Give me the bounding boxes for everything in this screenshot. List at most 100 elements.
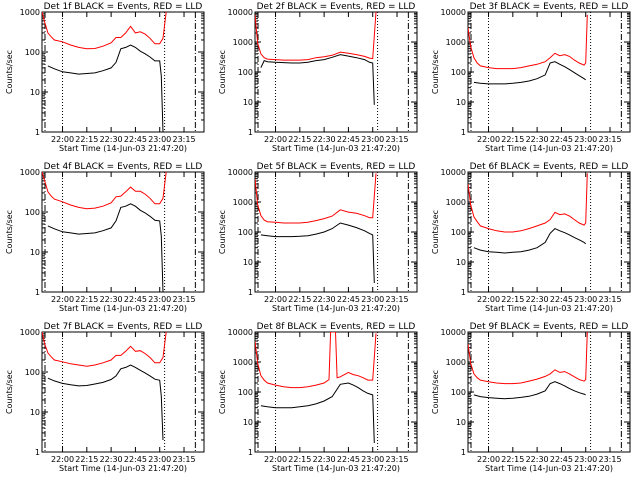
y-axis-label: Counts/sec (5, 50, 14, 94)
detector-panel: Det 4f BLACK = Events, RED = LLD 1 10 100 10… (5, 162, 205, 313)
x-tick-label: 22:45 (124, 135, 147, 144)
events-series-line (260, 222, 375, 284)
x-tick-label: 23:00 (574, 455, 597, 464)
x-tick-label: 22:00 (51, 455, 74, 464)
y-tick-label: 100 (451, 388, 466, 397)
x-tick-label: 22:00 (51, 295, 74, 304)
events-series-line (473, 381, 586, 400)
y-tick-label: 1000 (20, 328, 40, 337)
x-tick-label: 23:00 (574, 135, 597, 144)
y-axis-label: Counts/sec (5, 370, 14, 414)
events-series-line (47, 364, 164, 441)
panel-title: Det 2f BLACK = Events, RED = LLD (257, 2, 416, 12)
lld-series-line (42, 332, 167, 367)
x-tick-label: 23:00 (148, 455, 171, 464)
y-tick-label: 1000 (20, 168, 40, 177)
detector-panel: Det 2f BLACK = Events, RED = LLD 1 10 100 10… (218, 2, 418, 153)
x-tick-label: 22:45 (124, 295, 147, 304)
lld-series-line (255, 332, 377, 389)
x-tick-label: 22:30 (526, 135, 549, 144)
x-tick-label: 22:45 (550, 455, 573, 464)
y-tick-label: 1 (35, 128, 40, 137)
x-tick-label: 22:00 (477, 135, 500, 144)
plot-frame (41, 331, 205, 453)
x-tick-label: 22:45 (550, 295, 573, 304)
x-tick-label: 23:00 (361, 295, 384, 304)
y-tick-label: 1000 (233, 38, 253, 47)
y-axis-label: Counts/sec (431, 370, 440, 414)
y-tick-label: 1 (35, 448, 40, 457)
x-tick-label: 22:15 (501, 295, 524, 304)
y-tick-label: 10 (30, 248, 40, 257)
x-tick-label: 22:30 (100, 135, 123, 144)
x-tick-label: 22:45 (337, 295, 360, 304)
y-tick-label: 1000 (233, 198, 253, 207)
y-axis-label: Counts/sec (218, 370, 227, 414)
x-tick-label: 23:15 (385, 295, 408, 304)
plot-frame (41, 171, 205, 293)
detector-panel: Det 8f BLACK = Events, RED = LLD 1 10 100 10… (218, 322, 418, 473)
y-tick-label: 100 (25, 208, 40, 217)
x-axis-label: Start Time (14-Jun-03 21:47:20) (272, 464, 400, 473)
x-tick-label: 23:15 (385, 135, 408, 144)
x-tick-label: 22:15 (288, 455, 311, 464)
x-tick-label: 23:00 (148, 295, 171, 304)
y-tick-label: 100 (238, 388, 253, 397)
y-tick-label: 1 (35, 288, 40, 297)
x-tick-label: 22:30 (526, 455, 549, 464)
plot-frame (254, 171, 418, 293)
y-tick-label: 100 (25, 368, 40, 377)
events-series-line (260, 54, 375, 105)
y-tick-label: 1 (461, 288, 466, 297)
panel-title: Det 4f BLACK = Events, RED = LLD (44, 162, 203, 172)
lld-series-line (255, 12, 377, 61)
events-series-line (260, 382, 375, 444)
plot-frame (467, 331, 631, 453)
x-tick-label: 22:15 (75, 135, 98, 144)
x-tick-label: 22:00 (264, 295, 287, 304)
x-tick-label: 22:00 (264, 455, 287, 464)
x-tick-label: 22:15 (501, 455, 524, 464)
events-series-line (47, 203, 164, 292)
x-axis-label: Start Time (14-Jun-03 21:47:20) (485, 144, 613, 153)
y-tick-label: 1 (461, 448, 466, 457)
lld-series-line (468, 173, 588, 233)
x-tick-label: 23:00 (361, 455, 384, 464)
y-tick-label: 10000 (228, 8, 253, 17)
y-tick-label: 1000 (446, 38, 466, 47)
y-tick-label: 1000 (446, 198, 466, 207)
y-tick-label: 10 (243, 98, 253, 107)
x-tick-label: 23:15 (172, 295, 195, 304)
y-tick-label: 1000 (20, 8, 40, 17)
lld-series-line (468, 14, 588, 70)
x-tick-label: 22:30 (313, 455, 336, 464)
x-tick-label: 23:15 (172, 455, 195, 464)
x-tick-label: 23:15 (385, 455, 408, 464)
events-series-line (47, 44, 164, 132)
y-tick-label: 10000 (228, 328, 253, 337)
x-tick-label: 22:30 (100, 455, 123, 464)
panel-title: Det 1f BLACK = Events, RED = LLD (44, 2, 203, 12)
x-tick-label: 23:15 (598, 135, 621, 144)
panel-title: Det 3f BLACK = Events, RED = LLD (470, 2, 629, 12)
detector-panel: Det 9f BLACK = Events, RED = LLD 1 10 100 10… (431, 322, 631, 473)
x-tick-label: 22:15 (75, 295, 98, 304)
y-tick-label: 100 (451, 68, 466, 77)
x-tick-label: 22:00 (51, 135, 74, 144)
plot-frame (467, 171, 631, 293)
y-tick-label: 10 (30, 88, 40, 97)
y-tick-label: 100 (451, 228, 466, 237)
y-tick-label: 1 (248, 288, 253, 297)
x-tick-label: 22:00 (477, 295, 500, 304)
y-tick-label: 10000 (441, 168, 466, 177)
y-tick-label: 100 (25, 48, 40, 57)
y-tick-label: 1 (248, 128, 253, 137)
x-tick-label: 22:45 (124, 455, 147, 464)
x-tick-label: 22:45 (550, 135, 573, 144)
x-axis-label: Start Time (14-Jun-03 21:47:20) (272, 144, 400, 153)
x-axis-label: Start Time (14-Jun-03 21:47:20) (272, 304, 400, 313)
detector-panel: Det 6f BLACK = Events, RED = LLD 1 10 100 10… (431, 162, 631, 313)
x-tick-label: 22:15 (75, 455, 98, 464)
events-series-line (473, 61, 586, 85)
